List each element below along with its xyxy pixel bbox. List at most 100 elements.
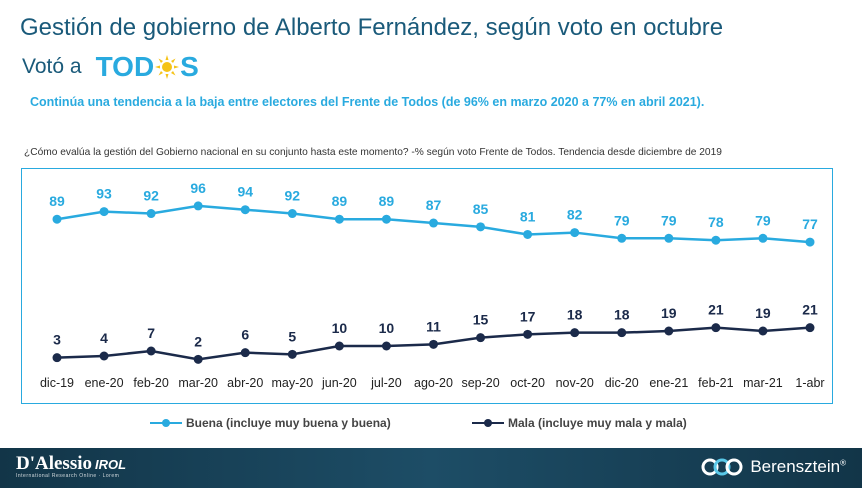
headline: Continúa una tendencia a la baja entre e…	[30, 95, 705, 109]
x-tick-label-15: mar-21	[743, 376, 783, 390]
legend-label-mala: Mala (incluye muy mala y mala)	[508, 416, 687, 430]
data-label-1-16: 21	[802, 302, 818, 318]
data-point-0-2	[146, 209, 156, 219]
data-point-1-1	[99, 351, 109, 361]
data-label-1-14: 21	[708, 302, 724, 318]
data-label-1-13: 19	[661, 305, 677, 321]
legend-item-mala: Mala (incluye muy mala y mala)	[472, 416, 687, 430]
data-label-1-6: 10	[332, 320, 348, 336]
subtitle-prefix: Votó a	[22, 55, 82, 78]
data-point-0-8	[429, 218, 438, 228]
data-label-0-9: 85	[473, 201, 489, 217]
data-point-1-6	[334, 341, 344, 351]
x-tick-label-13: ene-21	[649, 376, 688, 390]
data-label-0-8: 87	[426, 197, 442, 213]
data-label-0-13: 79	[661, 212, 677, 228]
dalessio-logo: D'Alessio IROL International Research Onl…	[16, 453, 126, 479]
data-label-0-4: 94	[237, 184, 253, 200]
data-point-1-15	[758, 326, 768, 336]
data-point-1-3	[193, 354, 203, 364]
x-tick-label-0: dic-19	[40, 376, 74, 390]
data-point-0-11	[570, 228, 580, 238]
data-label-0-12: 79	[614, 212, 630, 228]
x-tick-label-1: ene-20	[85, 376, 124, 390]
x-tick-label-9: sep-20	[461, 376, 499, 390]
data-point-0-14	[711, 235, 721, 245]
data-point-1-7	[381, 341, 391, 351]
data-point-0-13	[664, 233, 674, 243]
data-point-0-3	[193, 201, 203, 211]
berensztein-logo: Berensztein®	[700, 457, 846, 477]
x-tick-label-5: may-20	[271, 376, 313, 390]
data-label-0-2: 92	[143, 188, 159, 204]
data-point-1-12	[617, 328, 627, 338]
todos-logo: TOD S	[96, 51, 199, 83]
logo-text-left: TOD	[95, 51, 155, 82]
data-label-0-5: 92	[285, 188, 301, 204]
data-point-0-9	[476, 222, 486, 232]
x-tick-label-16: 1-abr	[795, 376, 824, 390]
dalessio-brand: D'Alessio	[16, 453, 92, 474]
data-point-0-4	[240, 205, 250, 215]
berensztein-brand: Berensztein	[750, 457, 841, 476]
dalessio-tagline: International Research Online · Lorem	[16, 473, 120, 479]
data-label-0-14: 78	[708, 214, 724, 230]
data-label-0-6: 89	[332, 193, 348, 209]
x-tick-label-10: oct-20	[510, 376, 545, 390]
data-label-1-8: 11	[426, 318, 441, 334]
data-point-1-16	[805, 323, 815, 333]
line-chart: 89 93 92 96 94 92 89 89 87 85 81 82 79 79 78 79 77 3 4 7 2 6 5…	[40, 180, 825, 390]
legend-label-buena: Buena (incluye muy buena y buena)	[186, 416, 391, 430]
x-tick-label-8: ago-20	[414, 376, 453, 390]
x-tick-label-14: feb-21	[698, 376, 733, 390]
data-label-1-1: 4	[100, 330, 108, 346]
x-tick-label-4: abr-20	[227, 376, 263, 390]
chart-frame: 89 93 92 96 94 92 89 89 87 85 81 82 79 79 78 79 77 3 4 7 2 6 5…	[21, 168, 833, 404]
data-label-1-4: 6	[241, 327, 249, 343]
data-label-0-16: 77	[802, 216, 818, 232]
data-point-0-7	[381, 214, 391, 224]
data-label-0-15: 79	[755, 212, 771, 228]
x-tick-label-3: mar-20	[178, 376, 218, 390]
logo-text-right: S	[180, 51, 199, 82]
survey-question: ¿Cómo evalúa la gestión del Gobierno nac…	[24, 147, 722, 158]
data-label-1-12: 18	[614, 307, 630, 323]
legend-swatch-mala	[472, 418, 504, 428]
data-label-0-10: 81	[520, 208, 536, 224]
data-point-1-11	[570, 328, 580, 338]
data-point-0-0	[52, 214, 62, 224]
data-point-0-12	[617, 233, 627, 243]
data-point-1-13	[664, 326, 674, 336]
data-point-0-10	[523, 229, 533, 239]
data-label-0-7: 89	[379, 193, 395, 209]
data-point-0-16	[805, 237, 815, 247]
data-point-1-5	[287, 349, 297, 359]
x-tick-label-6: jun-20	[321, 376, 357, 390]
data-label-0-0: 89	[49, 193, 65, 209]
data-point-1-0	[52, 353, 62, 363]
data-point-1-2	[146, 346, 156, 356]
data-label-1-3: 2	[194, 333, 202, 349]
data-point-1-8	[429, 339, 438, 349]
data-label-1-5: 5	[288, 328, 296, 344]
data-label-0-3: 96	[190, 180, 206, 196]
data-point-1-9	[476, 333, 486, 343]
registered-mark: ®	[840, 458, 846, 468]
data-label-1-2: 7	[147, 325, 155, 341]
footer-bar: D'Alessio IROL International Research Onl…	[0, 448, 862, 488]
data-label-1-10: 17	[520, 308, 536, 324]
data-point-0-1	[99, 207, 109, 217]
data-point-1-14	[711, 323, 721, 333]
x-tick-label-2: feb-20	[133, 376, 168, 390]
data-point-1-10	[523, 329, 533, 339]
data-label-1-7: 10	[379, 320, 395, 336]
legend-item-buena: Buena (incluye muy buena y buena)	[150, 416, 391, 430]
x-tick-label-11: nov-20	[556, 376, 594, 390]
data-point-0-5	[287, 209, 297, 219]
data-label-1-11: 18	[567, 307, 583, 323]
x-tick-label-12: dic-20	[605, 376, 639, 390]
irol-brand: IROL	[95, 457, 127, 472]
data-label-1-0: 3	[53, 332, 61, 348]
chart-legend: Buena (incluye muy buena y buena) Mala (…	[0, 416, 862, 436]
data-label-1-9: 15	[473, 312, 489, 328]
